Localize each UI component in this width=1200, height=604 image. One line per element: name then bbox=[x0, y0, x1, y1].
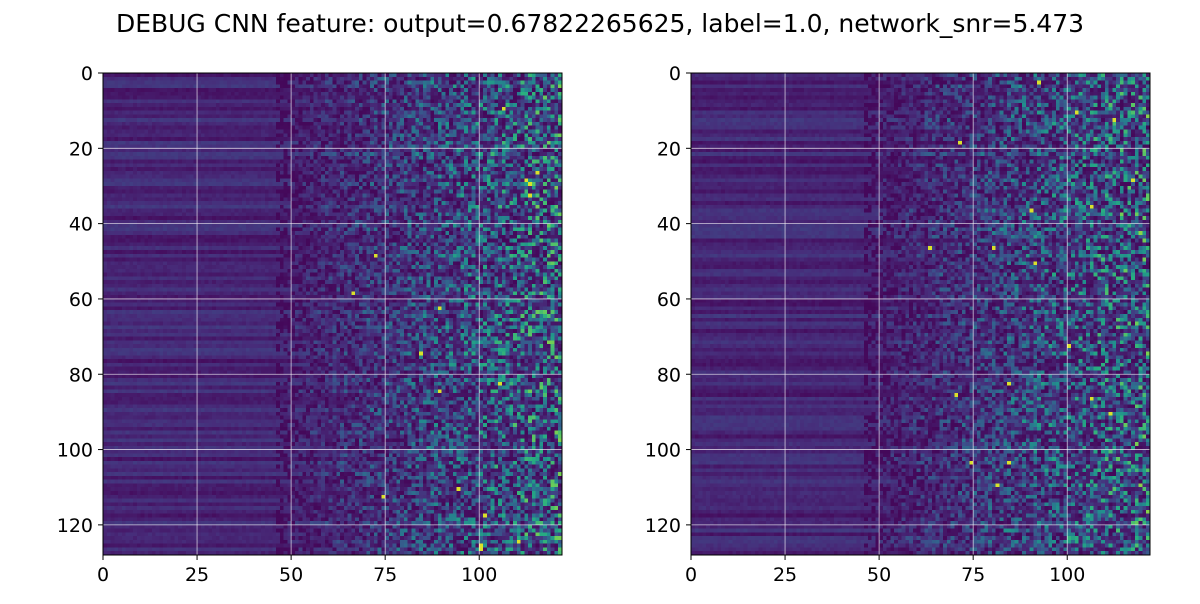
y-tick-label: 80 bbox=[69, 364, 93, 386]
x-tick-label: 100 bbox=[1049, 564, 1085, 586]
x-tick-label: 25 bbox=[773, 564, 797, 586]
x-tick-label: 50 bbox=[867, 564, 891, 586]
y-tick-label: 80 bbox=[657, 364, 681, 386]
x-tick-label: 50 bbox=[279, 564, 303, 586]
y-tick-label: 100 bbox=[57, 440, 93, 462]
heatmap-panel-1: 0 25 50 75 100 0 20 40 60 80 100 120 bbox=[57, 63, 563, 586]
y-tick-label: 20 bbox=[657, 138, 681, 160]
heatmap-image bbox=[103, 73, 562, 555]
x-tick-label: 25 bbox=[185, 564, 209, 586]
y-tick-label: 0 bbox=[81, 63, 93, 85]
y-tick-label: 100 bbox=[645, 440, 681, 462]
y-tick-label: 0 bbox=[669, 63, 681, 85]
heatmap-panel-2: 0 25 50 75 100 0 20 40 60 80 100 120 bbox=[645, 63, 1151, 586]
y-tick-label: 40 bbox=[69, 214, 93, 236]
x-tick-label: 100 bbox=[461, 564, 497, 586]
heatmap-panels: 0 25 50 75 100 0 20 40 60 80 100 120 0 25 50 75 100 0 20 40… bbox=[57, 63, 1151, 586]
figure-title: DEBUG CNN feature: output=0.67822265625,… bbox=[116, 9, 1084, 38]
y-tick-label: 120 bbox=[645, 515, 681, 537]
y-tick-label: 120 bbox=[57, 515, 93, 537]
y-tick-label: 40 bbox=[657, 214, 681, 236]
axes-frame bbox=[690, 72, 1151, 556]
x-tick-label: 0 bbox=[685, 564, 697, 586]
x-tick-label: 0 bbox=[97, 564, 109, 586]
y-tick-label: 60 bbox=[69, 289, 93, 311]
y-tick-label: 20 bbox=[69, 138, 93, 160]
y-tick-label: 60 bbox=[657, 289, 681, 311]
heatmap-image bbox=[691, 73, 1150, 555]
x-tick-label: 75 bbox=[961, 564, 985, 586]
axes-frame bbox=[102, 72, 563, 556]
x-tick-label: 75 bbox=[373, 564, 397, 586]
